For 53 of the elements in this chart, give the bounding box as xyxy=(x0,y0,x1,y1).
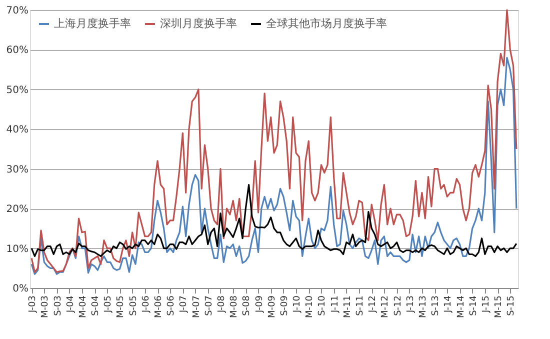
x-tick-label: S-08 xyxy=(242,295,252,316)
x-tick-label: S-10 xyxy=(318,295,328,316)
x-tick-label: J-12 xyxy=(368,296,378,314)
x-tick-label: M-05 xyxy=(116,296,126,318)
legend-label: 深圳月度换手率 xyxy=(160,17,237,30)
legend-label: 上海月度换手率 xyxy=(54,17,131,30)
legend-label: 全球其他市场月度换手率 xyxy=(266,17,387,30)
x-tick-label: J-03 xyxy=(28,296,38,314)
x-tick-label: M-12 xyxy=(380,296,391,318)
y-tick-label: 60% xyxy=(6,45,28,56)
x-tick-label: J-15 xyxy=(481,296,492,314)
x-tick-label: J-13 xyxy=(406,296,416,314)
line-series xyxy=(30,56,518,275)
y-tick-label: 70% xyxy=(6,6,28,16)
x-tick-label: J-04 xyxy=(66,295,76,314)
line-series xyxy=(30,184,518,258)
x-tick-label: J-09 xyxy=(254,295,265,314)
y-tick-label: 20% xyxy=(6,204,28,216)
x-tick-label: J-14 xyxy=(444,295,454,314)
x-tick-label: S-15 xyxy=(506,296,517,316)
x-tick-label: J-08 xyxy=(216,295,227,314)
x-tick-label: S-09 xyxy=(280,295,290,316)
x-tick-label: J-05 xyxy=(104,296,114,314)
x-tick-label: S-03 xyxy=(53,296,64,316)
line-series xyxy=(30,9,518,273)
x-tick-label: S-05 xyxy=(128,296,139,316)
x-tick-label: S-14 xyxy=(468,295,479,316)
x-tick-label: S-12 xyxy=(393,296,404,316)
x-tick-label: S-11 xyxy=(356,296,366,316)
x-tick-label: M-15 xyxy=(494,296,504,318)
y-tick-label: 10% xyxy=(6,244,28,255)
y-tick-label: 50% xyxy=(6,84,28,96)
x-tick-label: M-09 xyxy=(267,295,278,318)
x-tick-label: M-04 xyxy=(78,295,88,318)
y-tick-label: 40% xyxy=(6,124,28,136)
x-tick-label: S-07 xyxy=(204,296,214,316)
x-tick-label: M-08 xyxy=(230,295,240,318)
x-tick-label: M-07 xyxy=(192,296,202,318)
x-tick-label: M-03 xyxy=(40,296,51,318)
y-tick-label: 30% xyxy=(6,164,28,176)
x-tick-label: J-11 xyxy=(330,296,340,314)
x-tick-label: J-07 xyxy=(179,296,190,314)
x-tick-label: S-13 xyxy=(431,296,442,316)
x-tick-label: J-10 xyxy=(292,295,303,314)
x-tick-label: M-13 xyxy=(418,296,428,318)
x-tick-label: S-06 xyxy=(166,295,177,316)
x-tick-label: M-10 xyxy=(305,295,316,318)
x-tick-label: S-04 xyxy=(91,295,102,316)
x-tick-label: M-14 xyxy=(456,295,466,318)
x-tick-label: M-06 xyxy=(154,295,164,318)
y-tick-label: 0% xyxy=(12,284,28,294)
x-tick-label: M-11 xyxy=(342,296,353,318)
x-tick-label: J-06 xyxy=(141,295,152,314)
